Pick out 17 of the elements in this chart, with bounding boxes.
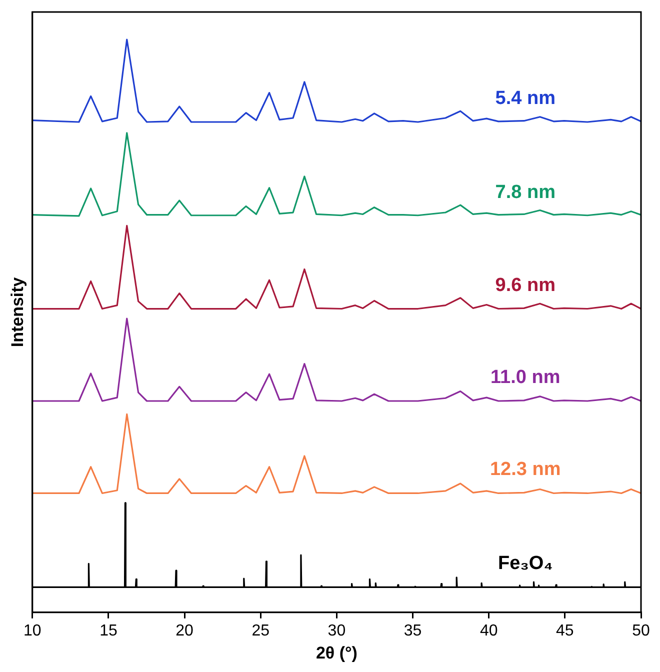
x-tick-label: 45 <box>556 622 574 640</box>
series-label: Fe₃O₄ <box>498 553 553 574</box>
x-tick-label: 15 <box>100 622 118 640</box>
series-label: 7.8 nm <box>495 182 556 203</box>
x-axis-title: 2θ (°) <box>316 643 358 662</box>
x-tick-label: 10 <box>24 622 42 640</box>
x-tick-label: 50 <box>632 622 650 640</box>
x-tick-label: 30 <box>328 622 346 640</box>
series-label: 12.3 nm <box>490 459 561 480</box>
x-tick-label: 40 <box>480 622 498 640</box>
x-tick-label: 25 <box>252 622 270 640</box>
x-tick-label: 20 <box>176 622 194 640</box>
series-label: 5.4 nm <box>495 88 556 109</box>
series-label: 9.6 nm <box>495 274 556 296</box>
series-label: 11.0 nm <box>490 367 560 388</box>
x-tick-label: 35 <box>404 622 422 640</box>
y-axis-title: Intensity <box>8 276 27 348</box>
